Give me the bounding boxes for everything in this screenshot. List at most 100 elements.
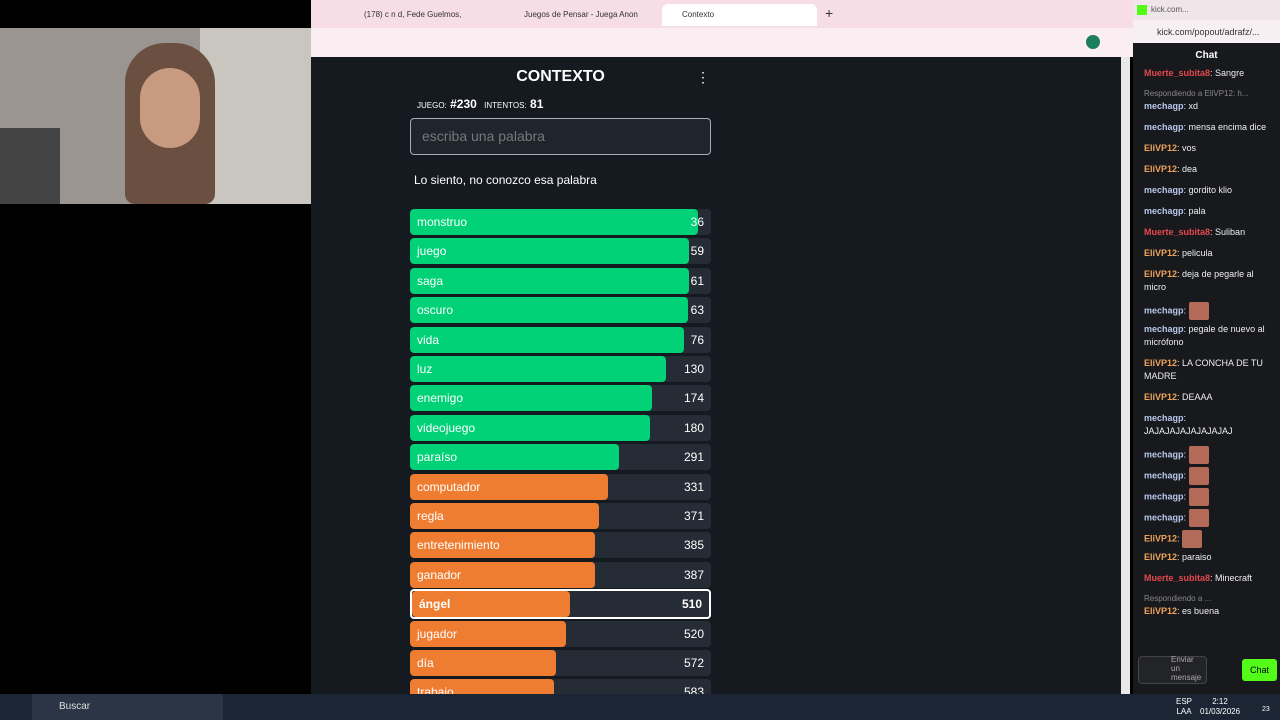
emote [1188,488,1209,506]
guess-rank: 572 [683,656,704,670]
guess-bar [410,209,698,235]
message-text: LA CONCHA DE TU MADRE [1144,358,1263,381]
chat-message: EliVP12: pelicula [1144,248,1213,258]
message-text: pala [1188,206,1206,216]
emote [1188,446,1209,464]
tab[interactable]: (178) c n d, Fede Guelmos, [364,10,462,19]
game-info: JUEGO: #230 INTENTOS: 81 [417,97,543,111]
chat-message: EliVP12: LA CONCHA DE TU MADRE [1144,358,1263,381]
chat-message: Muerte_subita8: Sangre [1144,68,1245,78]
chat-input[interactable]: Enviar un mensaje [1171,655,1202,682]
tab-bar: (178) c n d, Fede Guelmos, Juegos de Pen… [311,0,1133,28]
guess-bar [410,620,567,647]
game-title: CONTEXTO [516,68,605,85]
username: EliVP12 [1144,269,1178,279]
webcam [0,28,311,204]
label: JUEGO: [417,101,447,110]
guess-bar [410,503,599,529]
username: EliVP12 [1144,358,1178,368]
message-text: pelicula [1182,248,1213,258]
chat-message: EliVP12: es buena [1144,606,1220,616]
username: mechagp [1144,101,1184,111]
guess-word: ganador [417,567,462,582]
username: Muerte_subita8 [1144,227,1211,237]
guess-rank: 180 [683,420,704,435]
username: mechagp [1144,491,1184,502]
chat-message: mechagp: [1133,509,1273,527]
chat-message: EliVP12: DEAAA [1144,392,1213,402]
guess-word: día [417,656,434,670]
guess-rank: 63 [690,303,704,318]
guess-word: oscuro [417,303,454,318]
guess-bar [410,238,690,265]
guess-bar [410,444,619,471]
guess-row: videojuego 180 [410,414,711,441]
attempts: 81 [530,97,544,111]
chat-message: mechagp: [1133,446,1273,464]
guess-rank: 291 [683,450,704,465]
guess-input[interactable]: escriba una palabra [410,118,711,155]
send-button[interactable]: Chat [1242,659,1277,681]
guess-word: jugador [417,626,458,641]
reply-note: Respondiendo a EliVP12: h... [1144,89,1249,98]
taskbar: Buscar ESP LAA 2:12 01/03/2026 23 [0,694,1280,720]
guess-row: vida 76 [410,326,711,353]
guess-word: videojuego [417,420,476,435]
guess-row: monstruo 36 [410,209,711,235]
guess-rank: 510 [681,597,702,612]
menu[interactable]: ⋮ [696,69,710,85]
username: EliVP12 [1144,533,1178,544]
guess-rank: 61 [690,273,704,288]
username: mechagp [1144,305,1184,316]
guess-bar [410,561,595,588]
message-text: xd [1188,101,1199,111]
message-text: JAJAJAJAJAJAJAJAJ [1144,426,1233,436]
message-text: Sangre [1215,68,1245,78]
game-number: #230 [450,97,477,111]
guess-row: oscuro 63 [410,297,711,324]
username: mechagp [1144,449,1184,460]
message-text: vos [1182,143,1197,153]
emote [1188,509,1209,527]
url: kick.com/popout/adrafz/... [1157,27,1260,37]
guess-row: ángel 510 [410,589,711,620]
toolbar [311,28,1133,57]
chat-message: Muerte_subita8: Minecraft [1144,573,1253,583]
guess-word: juego [417,244,447,259]
guess-bar [410,385,652,412]
message-list: Muerte_subita8: Sangre Respondiendo a Eli… [1133,67,1273,632]
message-text: es buena [1182,606,1220,616]
chat-message: EliVP12: deja de pegarle al micro [1144,269,1254,292]
message-text: dea [1182,164,1198,174]
search[interactable]: Buscar [32,694,223,720]
chat-message: EliVP12: [1133,530,1273,548]
guess-row: paraíso 291 [410,444,711,471]
window-title: kick.com... [1151,5,1189,14]
guess-word: regla [417,509,444,523]
guess-rank: 76 [690,332,704,347]
tab[interactable]: Contexto [662,4,817,26]
username: Muerte_subita8 [1144,573,1211,583]
username: mechagp [1144,324,1184,334]
guess-row: saga 61 [410,267,711,294]
guess-row: juego 59 [410,238,711,265]
tab[interactable]: Juegos de Pensar - Juega Anon [524,10,638,19]
message-text: pegale de nuevo al micrófono [1144,324,1265,347]
guess-row: entretenimiento 385 [410,532,711,559]
guess-bar [410,267,689,294]
chat-window: kick.com... kick.com/popout/adrafz/... C… [1133,0,1280,694]
chat-message: EliVP12: dea [1144,164,1198,174]
guess-bar [410,532,596,559]
username: Muerte_subita8 [1144,68,1211,78]
guess-rank: 59 [690,244,704,259]
label: INTENTOS: [484,101,527,110]
username: EliVP12 [1144,164,1178,174]
guess-rank: 36 [690,215,704,229]
guess-word: computador [417,479,481,494]
guess-bar [410,297,689,324]
new-tab[interactable]: + [825,5,834,21]
username: EliVP12 [1144,552,1178,562]
message-text: Suliban [1215,227,1246,237]
username: mechagp [1144,470,1184,481]
